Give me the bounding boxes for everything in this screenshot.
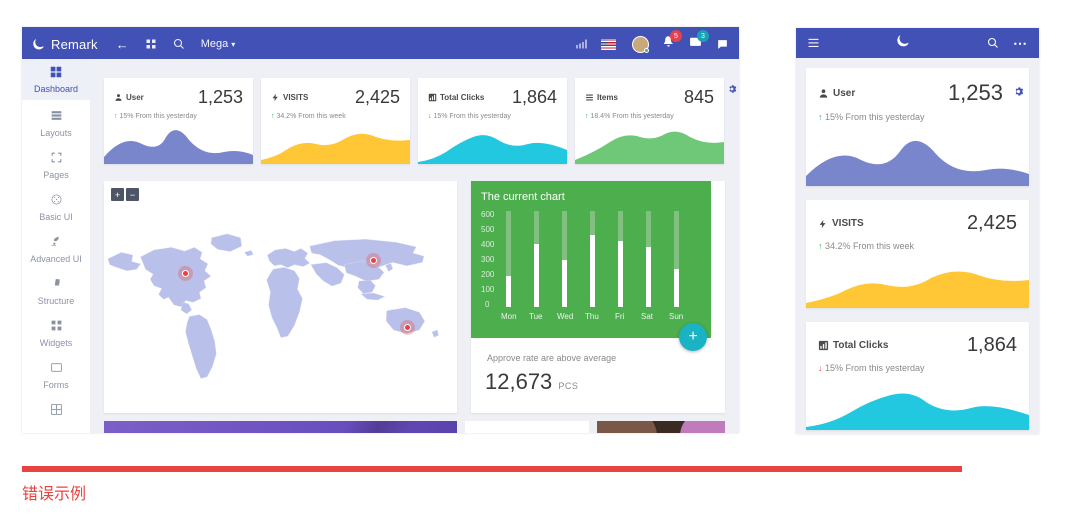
svg-text:Tue: Tue <box>529 312 543 321</box>
svg-text:200: 200 <box>481 270 495 279</box>
svg-text:Sun: Sun <box>669 312 683 321</box>
svg-text:300: 300 <box>481 255 495 264</box>
svg-text:600: 600 <box>481 210 495 219</box>
svg-text:Sat: Sat <box>641 312 654 321</box>
svg-text:0: 0 <box>485 300 490 309</box>
svg-text:400: 400 <box>481 240 495 249</box>
svg-text:Thu: Thu <box>585 312 599 321</box>
svg-text:Mon: Mon <box>501 312 517 321</box>
svg-text:100: 100 <box>481 285 495 294</box>
svg-text:Wed: Wed <box>557 312 573 321</box>
svg-text:Fri: Fri <box>615 312 625 321</box>
svg-text:500: 500 <box>481 225 495 234</box>
